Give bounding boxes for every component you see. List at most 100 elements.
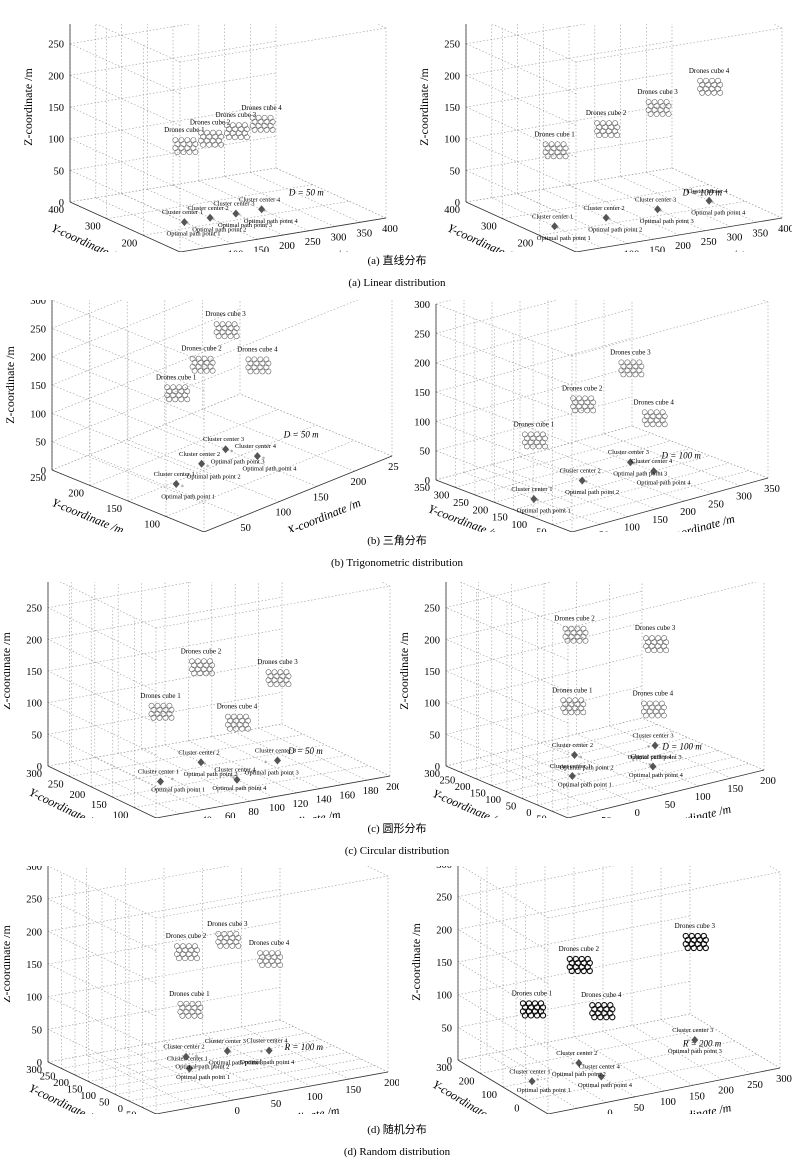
drone-marker (243, 126, 250, 133)
optimal-path-label: Optimal path point 2 (588, 226, 642, 233)
cluster-center-label: Cluster center 4 (630, 754, 672, 761)
drone-marker (580, 701, 587, 708)
cluster-center-marker (654, 205, 662, 214)
z-tick-label: 200 (26, 635, 42, 646)
optimal-path-label: Optimal path point 1 (167, 231, 221, 238)
optimal-path-label: Optimal path point 1 (161, 494, 215, 501)
optimal-path-label: Optimal path point 4 (629, 772, 684, 779)
z-axis-label: Z-coordinate /m (417, 68, 431, 146)
drone-marker (267, 673, 274, 680)
drones-cube (566, 955, 593, 975)
x-tick-label: 100 (660, 1097, 676, 1108)
grid-line (435, 425, 633, 481)
drone-marker (183, 1008, 190, 1015)
y-tick-label: 250 (48, 779, 64, 790)
cluster-center-label: Cluster center 4 (687, 188, 729, 195)
drone-marker (562, 625, 569, 632)
drone-marker (231, 126, 238, 133)
drone-marker (661, 643, 667, 650)
drone-marker (225, 134, 232, 141)
chart-svg-a-left: 0501001502002503003504001002003004000501… (21, 0, 398, 273)
x-tick-label: 160 (339, 790, 355, 801)
drone-marker (562, 145, 569, 152)
y-tick-label: 300 (434, 490, 450, 501)
drone-marker (170, 384, 177, 391)
grid-line (202, 408, 355, 472)
drone-marker (535, 443, 542, 450)
drone-marker (257, 364, 264, 371)
x-tick-label: 200 (279, 241, 295, 252)
optimal-path-marker: * (203, 761, 207, 769)
drone-marker (576, 637, 583, 644)
drone-marker (186, 943, 192, 950)
grid-line (125, 1047, 234, 1101)
z-tick-label: 250 (424, 604, 440, 615)
drone-marker (195, 363, 202, 370)
drone-marker (566, 705, 573, 712)
z-tick-label: 50 (36, 438, 47, 449)
drone-marker (206, 141, 212, 148)
optimal-path-label: Optimal path point 4 (212, 785, 267, 792)
drone-marker (275, 958, 281, 964)
drones-cube-label: Drones cube 3 (207, 920, 248, 928)
y-axis-line (435, 479, 573, 533)
drones-cube (172, 137, 199, 156)
grid-line (571, 301, 769, 357)
drone-marker (225, 721, 231, 728)
drone-marker (659, 417, 666, 424)
x-tick-label: 0 (235, 1106, 240, 1114)
drone-marker (697, 77, 703, 84)
grid-line (435, 337, 633, 393)
x-tick-label: 60 (225, 811, 236, 818)
drone-marker (263, 118, 270, 125)
grid-line (47, 931, 157, 984)
cluster-center-marker (551, 222, 559, 231)
z-tick-label: 50 (32, 730, 43, 741)
cluster-center-label: Cluster center 4 (247, 1038, 289, 1045)
drone-marker (696, 944, 703, 952)
y-axis-line (445, 765, 569, 819)
spacing-annotation: D = 100 m (682, 187, 723, 197)
drone-marker (162, 706, 169, 713)
grid-line (543, 189, 654, 240)
grid-line (188, 740, 297, 794)
z-tick-label: 0 (455, 198, 460, 209)
cluster-center-marker (650, 467, 658, 476)
drones-cube (519, 1000, 547, 1019)
drone-marker (197, 1012, 204, 1019)
drone-marker (195, 658, 201, 665)
x-tick-label: 50 (634, 1103, 645, 1114)
drone-marker (192, 149, 199, 156)
drones-cube (189, 658, 215, 677)
drone-marker (174, 943, 180, 950)
grid-line (165, 440, 355, 517)
y-axis-line (457, 1059, 549, 1115)
x-tick-label: 100 (269, 803, 285, 814)
z-tick-label: 250 (444, 40, 460, 51)
drone-marker (651, 107, 658, 113)
cluster-center-marker (232, 209, 240, 218)
drones-cube-label: Drones cube 3 (635, 624, 676, 632)
optimal-path-label: Optimal path point 1 (558, 781, 612, 788)
y-tick-label: 100 (113, 811, 129, 818)
drone-marker (612, 120, 618, 127)
spacing-annotation: D = 50 m (283, 430, 319, 440)
drone-marker (596, 124, 602, 131)
drone-marker (191, 359, 198, 366)
drones-cube (213, 321, 240, 340)
x-tick-label: 50 (271, 1099, 282, 1110)
grid-line (142, 1065, 375, 1108)
optimal-path-marker: * (633, 461, 637, 469)
drones-cube-label: Drones cube 1 (534, 130, 575, 138)
grid-line (69, 106, 181, 158)
drone-marker (588, 395, 595, 402)
drone-marker (259, 954, 265, 960)
grid-line (435, 391, 573, 445)
grid-line (155, 585, 391, 629)
grid-line (89, 409, 279, 486)
grid-line (537, 756, 734, 806)
z-tick-label: 300 (414, 300, 430, 311)
grid-line (51, 365, 241, 442)
drone-marker (265, 360, 272, 367)
drone-marker (651, 639, 657, 646)
